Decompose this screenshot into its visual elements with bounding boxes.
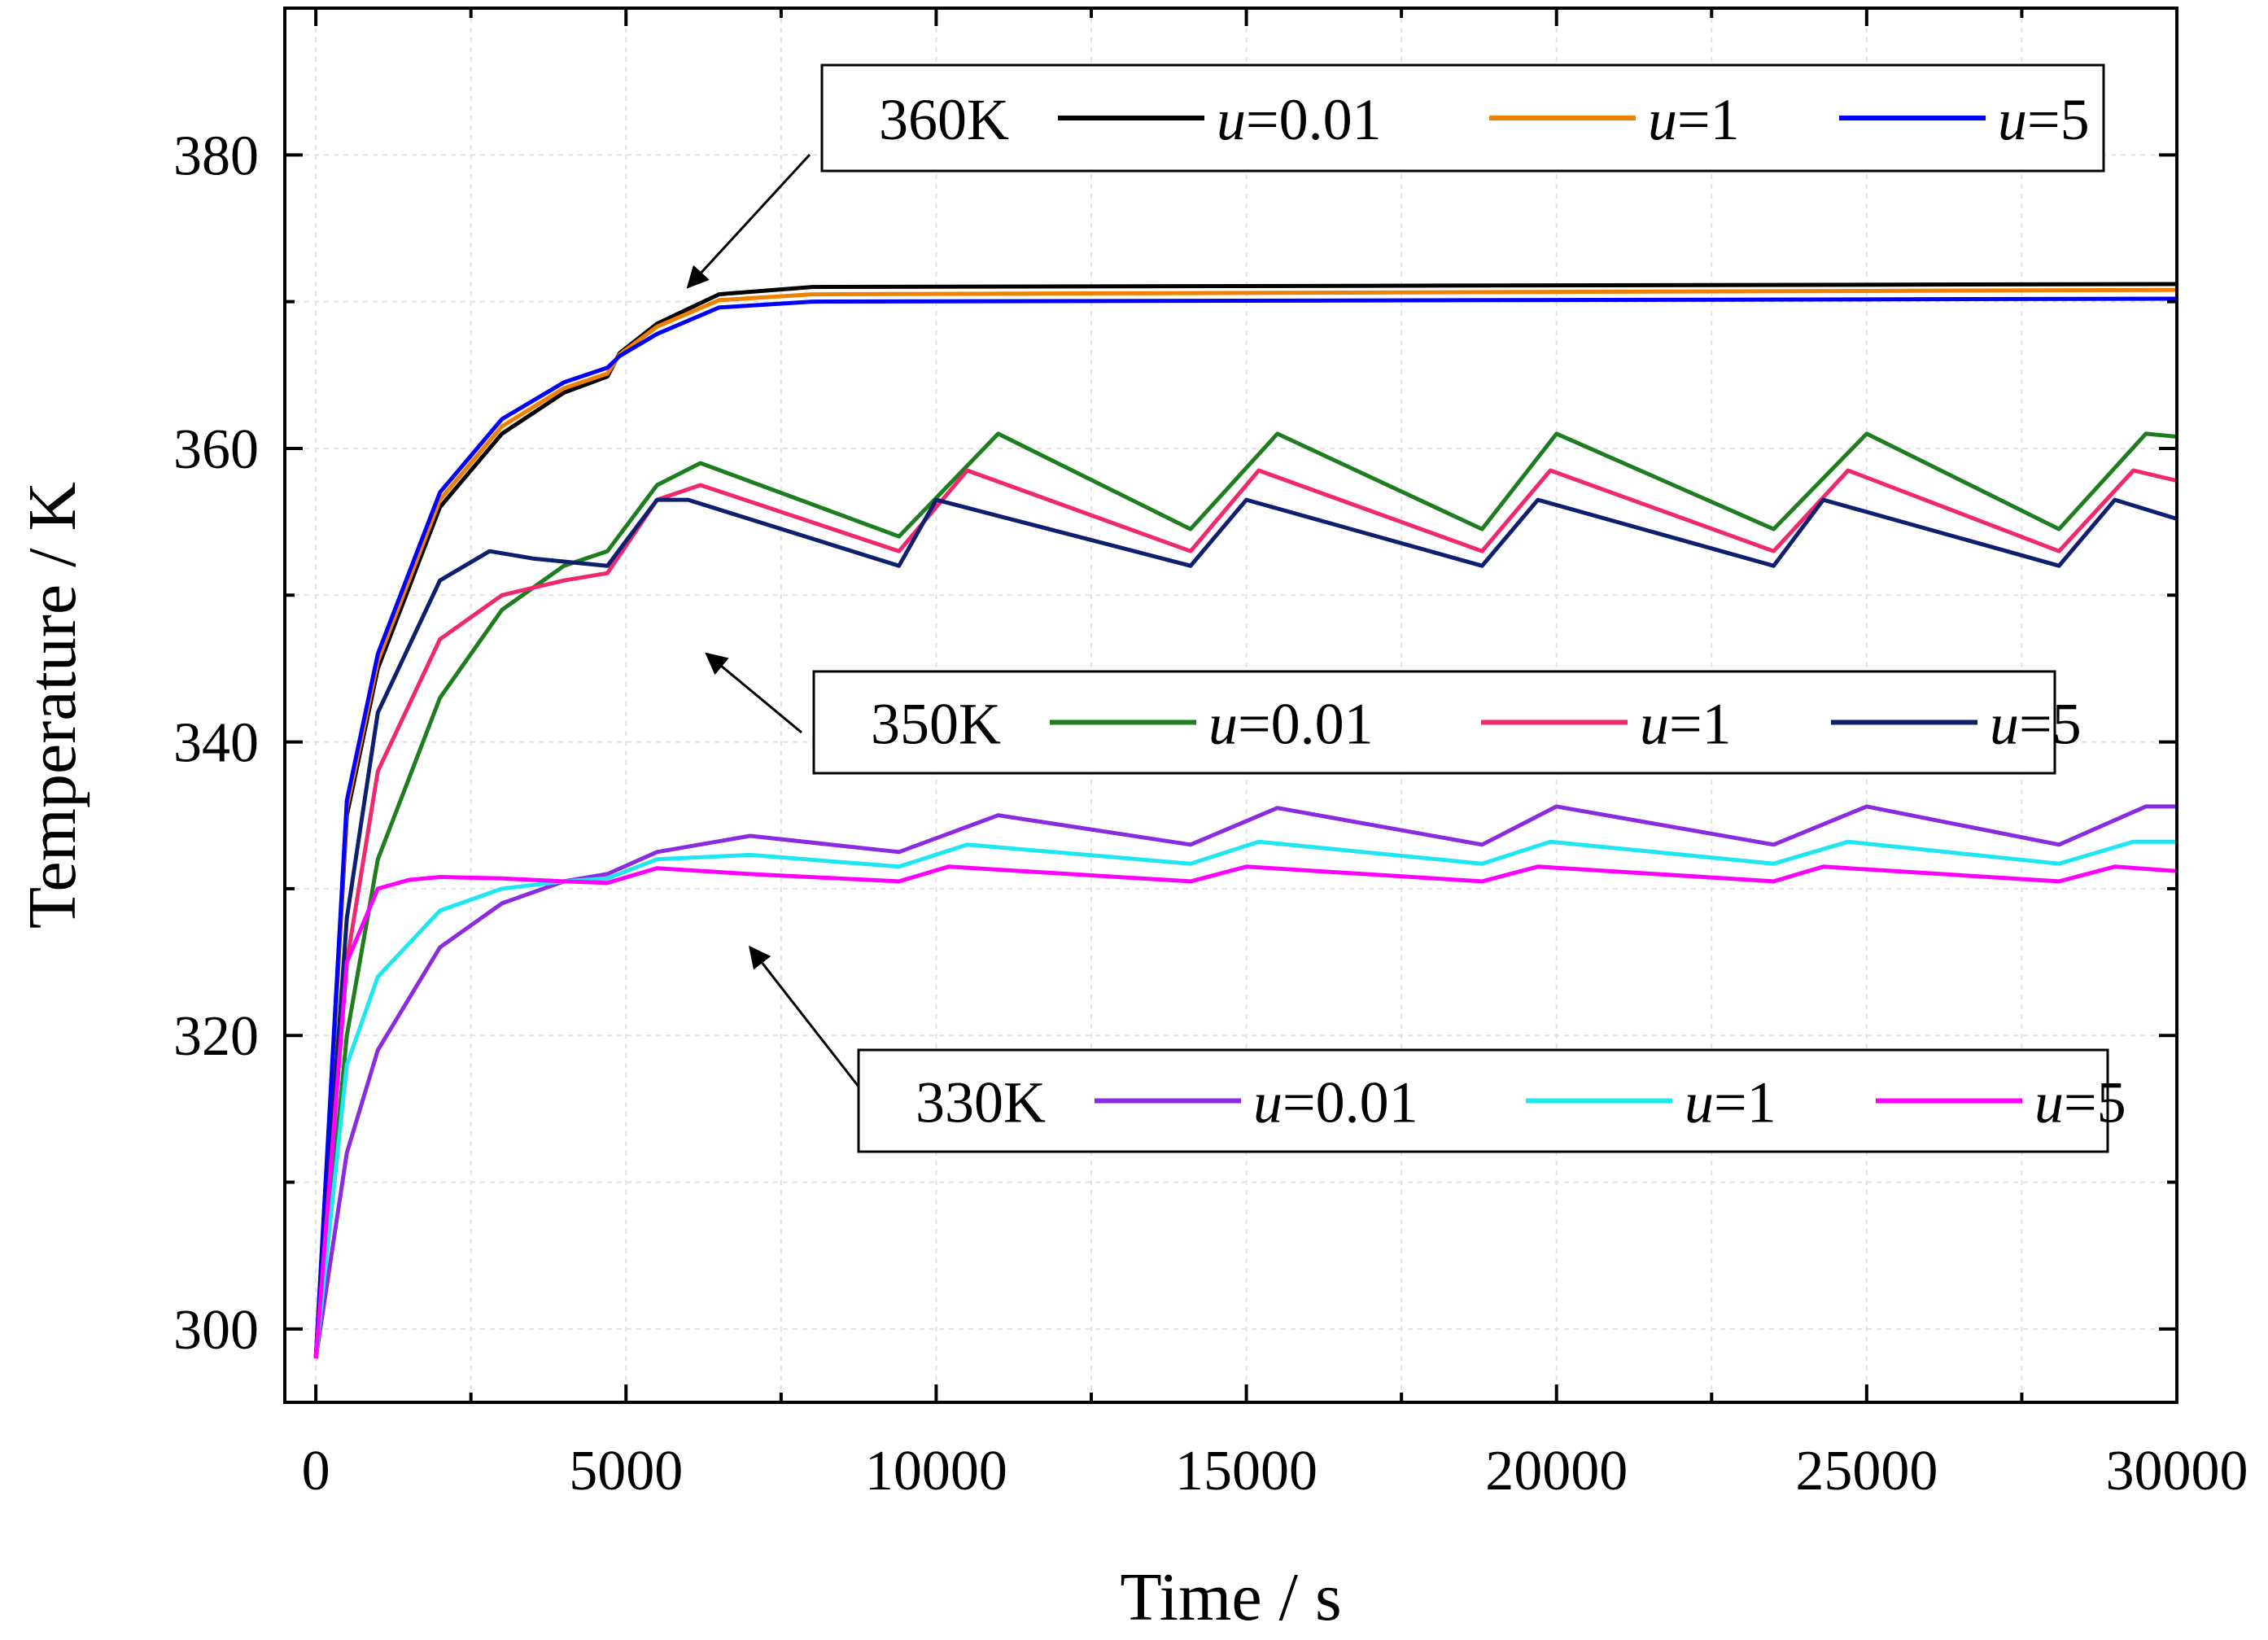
legend-entry-label: u=1 [1648,87,1740,152]
x-axis-title: Time / s [1120,1559,1341,1635]
x-tick-label: 25000 [1795,1440,1938,1502]
legends: 360K u=0.01 u=1 u=5 350K u=0.01 u=1 u=5 330K u=0.… [686,63,2126,1153]
y-axis-title: Temperature / K [15,482,90,929]
legend-entry-label: u=1 [1640,692,1732,757]
legend-entry-label: u=0.01 [1253,1070,1418,1135]
x-tick-labels: 0 5000 10000 15000 20000 25000 30000 [302,1440,2248,1502]
legend-entry-label: u=5 [1998,87,2090,152]
series-line-330K-u=5 [313,864,2178,1359]
series-line-350K-u=0.01 [313,431,2178,1359]
series-line-330K-u=0.01 [313,804,2177,1359]
legend-group-label: 360K [879,87,1009,152]
y-tick-label: 320 [173,1005,259,1068]
y-tick-label: 360 [173,418,259,481]
legend-arrow-360K [686,153,811,289]
series-line-330K-u=1 [313,839,2177,1359]
y-tick-label: 380 [173,125,259,187]
series-line-350K-u=1 [313,468,2178,1359]
x-tick-label: 0 [302,1440,330,1502]
series-line-360K-u=5 [313,296,2178,1359]
legend-entry-label: u=5 [2034,1070,2126,1135]
legend-entry-label: u=5 [1990,692,2082,757]
x-tick-label: 5000 [569,1440,683,1502]
legend-arrow-330K [749,945,860,1087]
x-tick-label: 20000 [1485,1440,1628,1502]
legend-entry-label: u=1 [1685,1070,1776,1135]
legend-350K: 350K u=0.01 u=1 u=5 [705,652,2082,775]
legend-360K: 360K u=0.01 u=1 u=5 [686,63,2105,289]
legend-entry-label: u=0.01 [1208,692,1374,757]
series-line-350K-u=5 [313,497,2178,1359]
x-tick-label: 15000 [1175,1440,1318,1502]
legend-group-label: 350K [871,692,1001,757]
axis-ticks [285,8,2178,1402]
legend-group-label: 330K [916,1070,1046,1135]
x-tick-label: 10000 [865,1440,1007,1502]
x-tick-label: 30000 [2106,1440,2248,1502]
y-tick-label: 340 [173,712,259,775]
plot-frame [283,7,2178,1404]
legend-arrow-350K [705,652,802,734]
legend-330K: 330K u=0.01 u=1 u=5 [749,945,2126,1153]
y-tick-labels: 300 320 340 360 380 [173,125,259,1362]
legend-entry-label: u=0.01 [1217,87,1382,152]
series-lines [313,282,2178,1359]
y-tick-label: 300 [173,1299,259,1362]
